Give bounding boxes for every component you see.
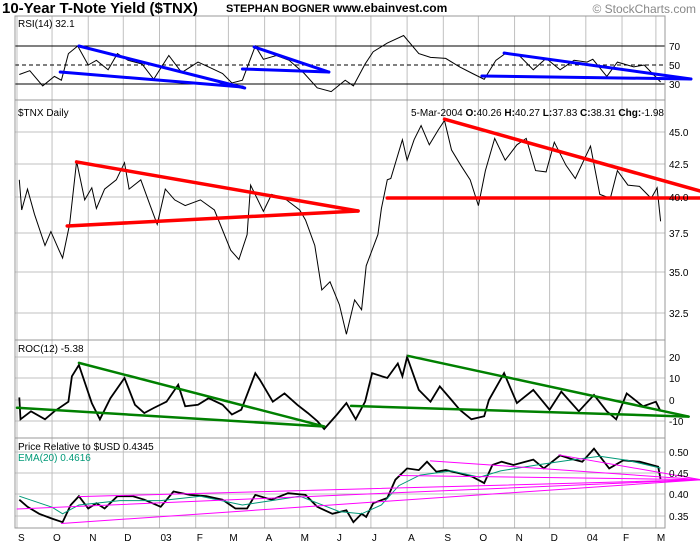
- tick-label: 0.40: [669, 490, 689, 501]
- month-label: O: [53, 533, 61, 544]
- month-label: F: [197, 533, 203, 544]
- tick-label: 10: [669, 374, 681, 385]
- trendline: [480, 74, 693, 81]
- tick-label: 35.0: [669, 268, 689, 279]
- author-name: STEPHAN BOGNER: [226, 3, 330, 15]
- trendline: [558, 454, 700, 480]
- panel-frame: [14, 15, 666, 101]
- month-label: O: [479, 533, 487, 544]
- trendline: [15, 406, 326, 428]
- trendline: [398, 475, 700, 481]
- trendline: [442, 117, 700, 193]
- rsi-label: RSI(14) 32.1: [18, 19, 75, 30]
- trendline: [240, 67, 331, 74]
- month-label: A: [266, 533, 273, 544]
- series-line: [18, 353, 662, 431]
- month-label: D: [124, 533, 131, 544]
- trendline: [74, 160, 360, 213]
- month-label: S: [444, 533, 451, 544]
- month-label: 04: [587, 533, 599, 544]
- chart-marks: [15, 34, 700, 524]
- tick-label: 37.5: [669, 229, 689, 240]
- month-label: S: [18, 533, 25, 544]
- trendline: [60, 479, 700, 524]
- month-label: A: [408, 533, 415, 544]
- trendline: [252, 45, 331, 74]
- panel-frame: [14, 339, 666, 439]
- month-label: N: [89, 533, 96, 544]
- trendline: [429, 460, 700, 481]
- chart-title: 10-Year T-Note Yield ($TNX): [2, 0, 198, 17]
- series-line: [18, 119, 662, 335]
- panel-frame: [14, 99, 666, 341]
- month-label: F: [623, 533, 629, 544]
- tick-label: 0.35: [669, 512, 689, 523]
- month-label: M: [657, 533, 665, 544]
- trendline: [502, 51, 693, 81]
- trendline: [58, 70, 244, 89]
- relative-label: Price Relative to $USD 0.4345: [18, 442, 154, 453]
- tick-label: 0.45: [669, 469, 689, 480]
- axis-labels: S O N D 03 F M A M J J A S O N D 04 F M 70 50 30 45.0 42.5 40.0 3…: [18, 42, 689, 544]
- month-label: D: [551, 533, 558, 544]
- trendline: [78, 479, 700, 498]
- tick-label: 0.50: [669, 448, 689, 459]
- trendline: [407, 354, 690, 418]
- website-link[interactable]: www.ebainvest.com: [332, 1, 447, 15]
- tick-label: 20: [669, 353, 681, 364]
- month-label: N: [516, 533, 523, 544]
- tick-label: 0: [669, 396, 675, 407]
- trendline: [77, 361, 326, 428]
- trendline: [77, 44, 247, 90]
- tick-label: 70: [669, 42, 681, 53]
- panel-frame: [14, 437, 666, 529]
- month-label: 03: [160, 533, 172, 544]
- roc-label: ROC(12) -5.38: [18, 344, 84, 355]
- ema-label: EMA(20) 0.4616: [18, 453, 91, 464]
- month-label: M: [301, 533, 309, 544]
- trendline: [16, 479, 700, 510]
- tick-label: 50: [669, 61, 681, 72]
- tick-label: 32.5: [669, 309, 689, 320]
- month-label: M: [229, 533, 237, 544]
- tick-label: 40.0: [669, 193, 689, 204]
- series-line: [19, 34, 661, 93]
- panel-frames: [14, 15, 666, 529]
- copyright-text: © StockCharts.com: [592, 2, 696, 16]
- trendline: [65, 209, 360, 228]
- ohlc-readout: 5-Mar-2004 O:40.26 H:40.27 L:37.83 C:38.…: [411, 108, 664, 119]
- month-label: J: [372, 533, 377, 544]
- price-label: $TNX Daily: [18, 108, 69, 119]
- gridlines: [15, 16, 665, 528]
- tick-label: -10: [669, 417, 684, 428]
- trendline: [349, 404, 690, 418]
- tick-label: 45.0: [669, 128, 689, 139]
- tick-label: 30: [669, 80, 681, 91]
- tick-label: 42.5: [669, 160, 689, 171]
- ema-line: [19, 455, 661, 515]
- month-label: J: [337, 533, 342, 544]
